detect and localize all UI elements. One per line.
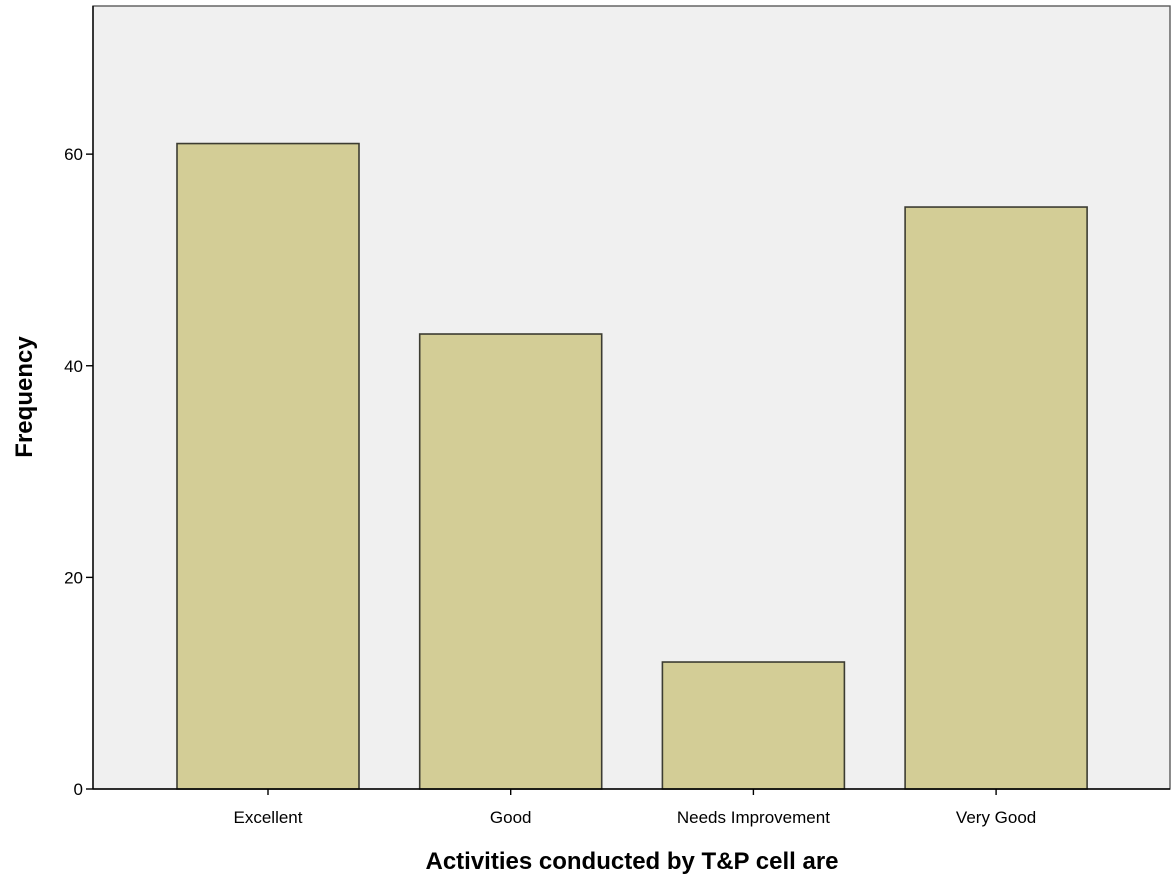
x-tick-label-excellent: Excellent <box>234 808 303 827</box>
x-tick-label-needs-improvement: Needs Improvement <box>677 808 830 827</box>
y-tick-label-0: 0 <box>74 780 83 799</box>
bar-excellent <box>176 142 360 790</box>
y-axis-title: Frequency <box>11 336 38 458</box>
x-axis-title: Activities conducted by T&P cell are <box>425 848 838 875</box>
bar-needs-improvement <box>661 661 846 790</box>
y-tick-label-20: 20 <box>64 568 83 587</box>
bar-good <box>418 333 603 790</box>
y-tick-label-60: 60 <box>64 145 83 164</box>
x-axis: Excellent Good Needs Improvement Very Good <box>93 788 1170 827</box>
x-tick-label-very-good: Very Good <box>956 808 1036 827</box>
x-tick-label-good: Good <box>490 808 532 827</box>
bar-very-good <box>904 206 1088 790</box>
y-axis: 0 20 40 60 <box>64 6 94 799</box>
y-tick-label-40: 40 <box>64 357 83 376</box>
bars-group <box>176 142 1088 790</box>
